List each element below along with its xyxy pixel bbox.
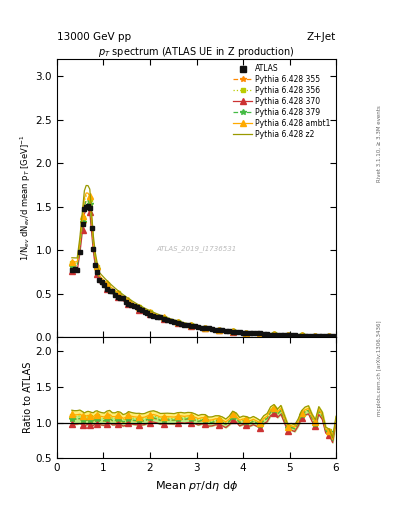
- Text: mcplots.cern.ch [arXiv:1306.3436]: mcplots.cern.ch [arXiv:1306.3436]: [377, 321, 382, 416]
- Legend: ATLAS, Pythia 6.428 355, Pythia 6.428 356, Pythia 6.428 370, Pythia 6.428 379, P: ATLAS, Pythia 6.428 355, Pythia 6.428 35…: [231, 62, 332, 140]
- Title: $p_T$ spectrum (ATLAS UE in Z production): $p_T$ spectrum (ATLAS UE in Z production…: [98, 45, 295, 59]
- Text: ATLAS_2019_I1736531: ATLAS_2019_I1736531: [156, 245, 237, 251]
- Text: Z+Jet: Z+Jet: [307, 32, 336, 42]
- Text: Rivet 3.1.10, ≥ 3.3M events: Rivet 3.1.10, ≥ 3.3M events: [377, 105, 382, 182]
- Y-axis label: Ratio to ATLAS: Ratio to ATLAS: [23, 362, 33, 434]
- X-axis label: Mean $p_T$/d$\eta$ d$\phi$: Mean $p_T$/d$\eta$ d$\phi$: [155, 479, 238, 493]
- Text: 13000 GeV pp: 13000 GeV pp: [57, 32, 131, 42]
- Y-axis label: 1/N$_{ev}$ dN$_{ev}$/d mean p$_T$ [GeV]$^{-1}$: 1/N$_{ev}$ dN$_{ev}$/d mean p$_T$ [GeV]$…: [18, 135, 33, 261]
